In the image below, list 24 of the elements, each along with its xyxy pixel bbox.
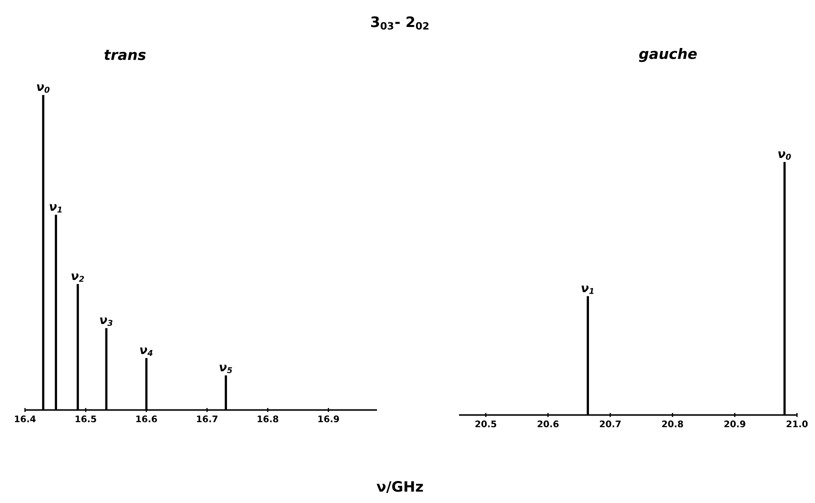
annotation: ν$_{3}$ — [100, 317, 112, 326]
annotation: ν$_{0}$ — [778, 151, 791, 160]
x-tick-label: 20.5 — [475, 420, 496, 428]
annotation: ν$_{0}$ — [36, 84, 50, 93]
x-tick-label: 16.5 — [76, 416, 96, 422]
x-axis-title: ν/GHz — [376, 481, 423, 493]
x-tick-label: 20.7 — [600, 420, 621, 428]
x-tick-label: 21.0 — [786, 420, 808, 428]
x-tick-label: 16.9 — [318, 416, 339, 422]
chart-title: 3$_{03}$- 2$_{02}$ — [371, 16, 428, 30]
annotation: ν$_{5}$ — [220, 364, 232, 374]
x-tick-label: 16.7 — [197, 416, 218, 422]
annotation: ν$_{1}$ — [50, 204, 62, 212]
chart-subtitle: gauche — [638, 48, 697, 62]
annotation: ν$_{2}$ — [72, 273, 84, 282]
annotation: ν$_{1}$ — [582, 286, 594, 294]
x-tick-label: 16.6 — [136, 416, 157, 422]
x-tick-label: 20.8 — [662, 420, 684, 428]
annotation: ν$_{4}$ — [140, 348, 152, 356]
x-tick-label: 16.8 — [258, 416, 278, 422]
x-tick-label: 16.4 — [14, 416, 36, 422]
chart-subtitle: trans — [104, 50, 146, 60]
x-tick-label: 20.6 — [538, 420, 559, 428]
x-tick-label: 20.9 — [724, 420, 746, 428]
